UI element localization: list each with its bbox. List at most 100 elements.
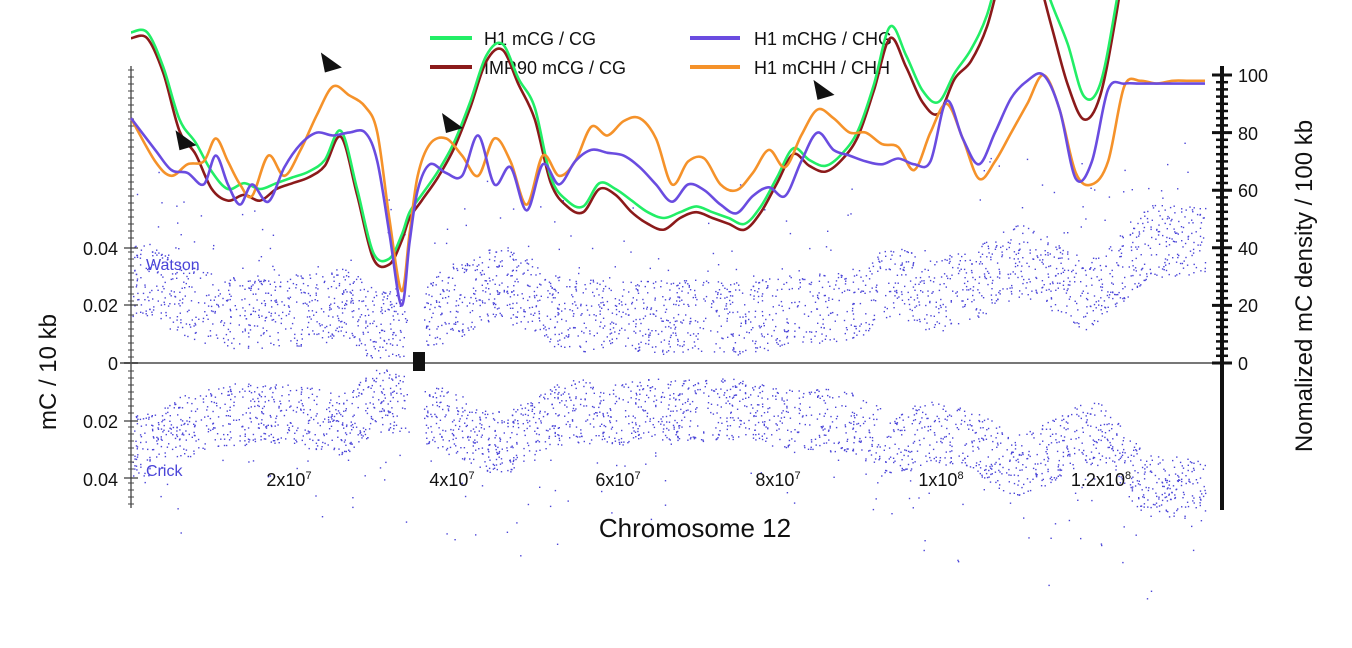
watson-point xyxy=(1012,271,1014,273)
crick-point xyxy=(301,388,303,391)
crick-point xyxy=(209,429,212,432)
watson-point xyxy=(497,266,499,268)
watson-point xyxy=(755,340,757,343)
watson-point xyxy=(553,288,555,290)
crick-point xyxy=(764,421,766,423)
watson-point xyxy=(140,277,142,279)
crick-point xyxy=(1109,416,1112,419)
crick-point xyxy=(583,405,585,407)
crick-point xyxy=(627,386,630,389)
crick-point xyxy=(832,397,834,399)
watson-point xyxy=(601,344,603,346)
watson-point xyxy=(358,300,360,302)
crick-point xyxy=(845,405,847,407)
watson-point xyxy=(1201,241,1203,243)
watson-point xyxy=(1086,306,1088,308)
crick-point xyxy=(673,393,675,395)
watson-point xyxy=(381,329,383,332)
watson-point xyxy=(513,259,515,261)
watson-point xyxy=(730,284,732,286)
watson-point xyxy=(327,315,330,317)
watson-point xyxy=(664,326,667,328)
crick-point xyxy=(824,402,827,404)
crick-point xyxy=(669,394,671,396)
watson-point xyxy=(358,338,361,340)
watson-point xyxy=(713,351,716,353)
watson-point xyxy=(1112,283,1114,285)
crick-point xyxy=(1027,490,1029,492)
watson-point xyxy=(185,268,187,271)
watson-point xyxy=(1193,272,1195,274)
watson-point xyxy=(722,284,724,287)
watson-point xyxy=(392,353,394,355)
watson-point xyxy=(759,346,761,348)
watson-point xyxy=(871,262,874,264)
watson-point xyxy=(844,278,846,280)
watson-point xyxy=(581,313,583,315)
crick-point xyxy=(761,384,764,386)
watson-point xyxy=(461,267,464,269)
crick-point xyxy=(990,463,993,466)
crick-point xyxy=(1136,480,1139,482)
watson-point xyxy=(431,295,433,298)
crick-point xyxy=(341,439,343,442)
watson-point xyxy=(378,350,380,352)
crick-point xyxy=(1069,455,1071,457)
crick-point xyxy=(535,450,538,452)
watson-point xyxy=(328,296,330,298)
watson-point xyxy=(815,331,817,333)
watson-point xyxy=(940,306,942,309)
watson-point xyxy=(262,333,265,335)
crick-point xyxy=(148,418,150,420)
watson-point xyxy=(705,280,708,282)
watson-point xyxy=(737,354,739,356)
crick-point xyxy=(745,427,747,429)
crick-point xyxy=(940,440,942,443)
crick-point xyxy=(688,379,690,381)
crick-point xyxy=(715,438,717,441)
watson-point xyxy=(472,287,475,289)
watson-point xyxy=(720,293,722,295)
crick-point xyxy=(1041,428,1044,431)
crick-point xyxy=(755,415,757,417)
watson-point xyxy=(856,334,858,336)
crick-point xyxy=(397,400,399,403)
crick-point xyxy=(1196,482,1199,484)
crick-point xyxy=(189,455,192,458)
watson-point xyxy=(229,298,231,301)
watson-point xyxy=(136,284,138,286)
watson-point xyxy=(539,283,541,285)
crick-point xyxy=(593,392,595,394)
crick-point xyxy=(337,430,339,432)
watson-point xyxy=(781,344,783,346)
crick-point xyxy=(596,415,598,417)
crick-point xyxy=(395,376,397,379)
crick-point xyxy=(872,413,874,416)
crick-point xyxy=(1018,434,1021,436)
watson-point xyxy=(221,320,223,322)
crick-point xyxy=(638,425,641,427)
crick-point xyxy=(392,396,394,399)
watson-point xyxy=(668,325,670,328)
crick-point xyxy=(649,387,651,389)
crick-point xyxy=(732,417,734,419)
crick-point xyxy=(373,391,375,393)
watson-point xyxy=(761,279,764,282)
crick-point xyxy=(765,426,767,428)
watson-point xyxy=(664,299,667,301)
watson-point xyxy=(601,307,603,309)
crick-point xyxy=(916,409,918,412)
watson-point xyxy=(389,293,391,295)
crick-point xyxy=(891,513,893,515)
watson-point xyxy=(1041,261,1043,263)
crick-point xyxy=(827,388,830,391)
watson-point xyxy=(896,274,899,276)
crick-point xyxy=(530,405,532,407)
watson-point xyxy=(1009,287,1011,289)
watson-point xyxy=(977,289,979,291)
crick-point xyxy=(392,391,394,393)
watson-point xyxy=(524,328,527,330)
crick-point xyxy=(170,424,173,426)
crick-point xyxy=(360,434,363,436)
